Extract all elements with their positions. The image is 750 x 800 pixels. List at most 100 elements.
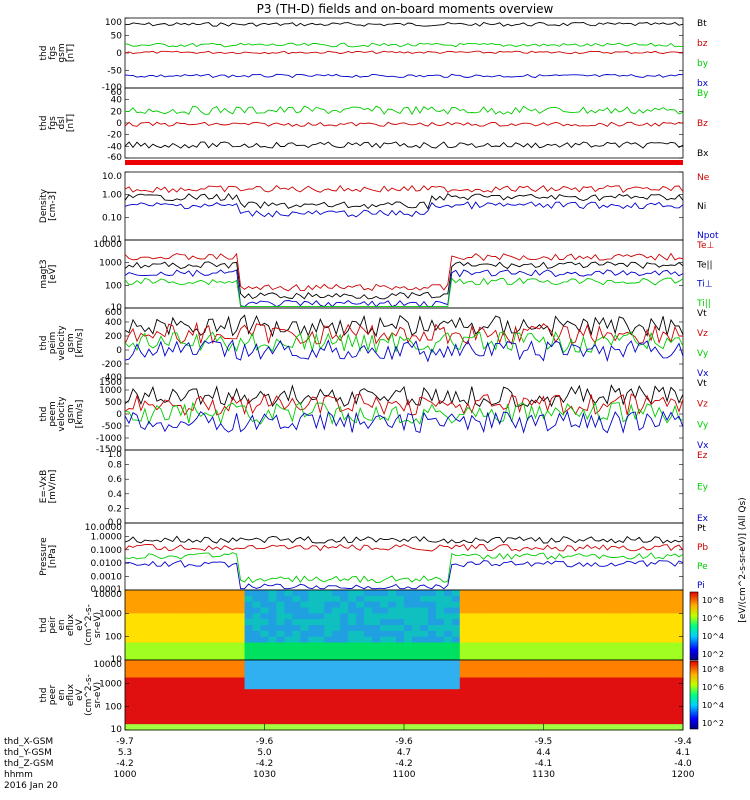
y-tick-label: 0.4 bbox=[108, 490, 123, 500]
legend-entry-0: By bbox=[697, 89, 709, 99]
y-tick-label: 1.0 bbox=[108, 450, 123, 460]
y-tick-label: 200 bbox=[105, 332, 122, 342]
y-tick-label: 1000 bbox=[99, 386, 122, 396]
x-tick-Y: 4.1 bbox=[676, 748, 690, 758]
y-axis-label: en bbox=[57, 619, 67, 630]
colorbar-ion bbox=[689, 591, 699, 661]
y-tick-label: 0.0001 bbox=[91, 585, 123, 595]
y-axis-label: (cm^2-s- bbox=[84, 674, 94, 716]
y-tick-label: 0.2 bbox=[108, 504, 122, 514]
y-axis-label: peim bbox=[48, 332, 58, 355]
legend-entry-0: Vt bbox=[697, 309, 707, 319]
legend-entry-0: Bt bbox=[697, 19, 707, 29]
series-fgs_gsm-1 bbox=[124, 50, 683, 55]
series-temperature-1 bbox=[124, 261, 684, 300]
colorbar-tick: 10^4 bbox=[702, 632, 724, 641]
y-axis-label: sr-eV) bbox=[93, 682, 103, 708]
legend-entry-2: Vy bbox=[697, 420, 709, 430]
y-tick-label: -60 bbox=[107, 153, 122, 163]
y-tick-label: 0.01 bbox=[102, 235, 122, 245]
series-fgs_dsl-2 bbox=[124, 141, 684, 149]
legend-entry-1: Pb bbox=[697, 543, 708, 553]
y-tick-label: -50 bbox=[107, 67, 122, 77]
y-tick-label: 0 bbox=[116, 410, 122, 420]
x-tick-time: 1100 bbox=[393, 770, 416, 780]
panel-ion_spectrogram: 10000 1000 100 10 thd peir en eflux eV (cm^2-s-sr… bbox=[39, 589, 684, 665]
legend-entry-0: Pt bbox=[697, 524, 706, 534]
x-tick-X: -9.4 bbox=[674, 737, 692, 747]
series-fgs_gsm-0 bbox=[124, 21, 684, 27]
y-axis-label: [nT] bbox=[66, 44, 76, 62]
y-axis-label: eflux bbox=[66, 683, 76, 706]
y-axis-label: Pressure bbox=[39, 537, 49, 576]
y-axis-label: peir bbox=[48, 616, 58, 634]
x-axis-row-label: thd_X-GSM bbox=[4, 737, 53, 747]
y-axis-label: dsl bbox=[57, 117, 67, 130]
series-temperature-0 bbox=[124, 252, 684, 292]
y-tick-label: 400 bbox=[105, 318, 122, 328]
y-axis-label: gsm bbox=[57, 43, 67, 62]
y-axis-label: velocity bbox=[57, 325, 67, 361]
legend-entry-3: bx bbox=[697, 79, 709, 89]
y-tick-label: 10000 bbox=[93, 660, 122, 670]
legend-entry-3: Vx bbox=[697, 441, 709, 451]
y-axis-label: velocity bbox=[57, 396, 67, 432]
y-axis-label: E=-VxB bbox=[39, 470, 49, 504]
y-tick-label: 0.8 bbox=[108, 461, 123, 471]
y-tick-label: 10000 bbox=[93, 590, 122, 600]
y-axis-label: gsm bbox=[66, 404, 76, 423]
legend-entry-1: Ey bbox=[697, 483, 709, 493]
y-tick-label: 0.0010 bbox=[91, 573, 123, 583]
y-tick-label: 10.0000 bbox=[85, 523, 122, 533]
series-pressure-3 bbox=[124, 560, 684, 590]
series-density-0 bbox=[124, 184, 684, 193]
x-tick-Z: -4.0 bbox=[674, 759, 692, 769]
y-tick-label: 0.0100 bbox=[91, 559, 123, 569]
y-axis-label: [eV] bbox=[48, 265, 58, 284]
y-axis-label: thd bbox=[39, 688, 49, 703]
y-axis-label: en bbox=[57, 689, 67, 700]
series-ion_velocity-2 bbox=[124, 331, 684, 354]
y-tick-label: -20 bbox=[107, 131, 122, 141]
legend-entry-3: Ti|| bbox=[696, 299, 711, 309]
y-tick-label: 100 bbox=[105, 281, 122, 291]
colorbar-tick: 10^4 bbox=[702, 701, 724, 710]
legend-entry-2: Pe bbox=[697, 562, 708, 572]
y-tick-label: 600 bbox=[105, 308, 122, 318]
y-tick-label: 40 bbox=[111, 96, 123, 106]
legend-entry-1: Te|| bbox=[696, 260, 713, 270]
y-axis-label: eflux bbox=[66, 613, 76, 636]
y-axis-label: eV bbox=[75, 618, 85, 631]
y-tick-label: 60 bbox=[111, 88, 123, 98]
series-density-2 bbox=[124, 201, 684, 218]
series-electron_velocity-1 bbox=[124, 393, 684, 416]
y-tick-label: 0 bbox=[116, 119, 122, 129]
y-tick-label: -100 bbox=[102, 83, 123, 93]
y-tick-label: 1000 bbox=[99, 259, 122, 269]
series-electron_velocity-2 bbox=[124, 401, 684, 426]
x-tick-time: 1130 bbox=[532, 770, 555, 780]
y-axis-label: eV bbox=[75, 688, 85, 701]
series-pressure-1 bbox=[124, 543, 684, 552]
y-tick-label: 10 bbox=[111, 655, 123, 665]
y-tick-label: 10000 bbox=[93, 240, 122, 250]
panel-density: 10.0 1.00 0.10 0.01 Density [cm-3] Ne Ni Npot bbox=[39, 171, 719, 245]
y-tick-label: 1.00 bbox=[102, 191, 122, 201]
y-axis-label: thd bbox=[39, 407, 49, 422]
y-tick-label: 10 bbox=[111, 303, 123, 313]
y-axis-label: thd bbox=[39, 618, 49, 633]
x-tick-Z: -4.1 bbox=[535, 759, 553, 769]
y-axis-label: fgs bbox=[48, 46, 58, 60]
legend-entry-3: Pi bbox=[697, 581, 705, 591]
x-tick-Z: -4.2 bbox=[395, 759, 413, 769]
x-tick-Z: -4.2 bbox=[116, 759, 134, 769]
colorbar-label: [eV/(cm^2-s-sr-eV)] (All Qs) bbox=[738, 497, 748, 622]
y-tick-label: 0.1000 bbox=[91, 546, 123, 556]
x-tick-time: 1000 bbox=[114, 770, 137, 780]
series-fgs_gsm-3 bbox=[124, 73, 684, 79]
legend-entry-2: Ti⊥ bbox=[696, 280, 713, 290]
legend-entry-1: Vz bbox=[697, 400, 708, 410]
y-tick-label: 0.10 bbox=[102, 213, 122, 223]
